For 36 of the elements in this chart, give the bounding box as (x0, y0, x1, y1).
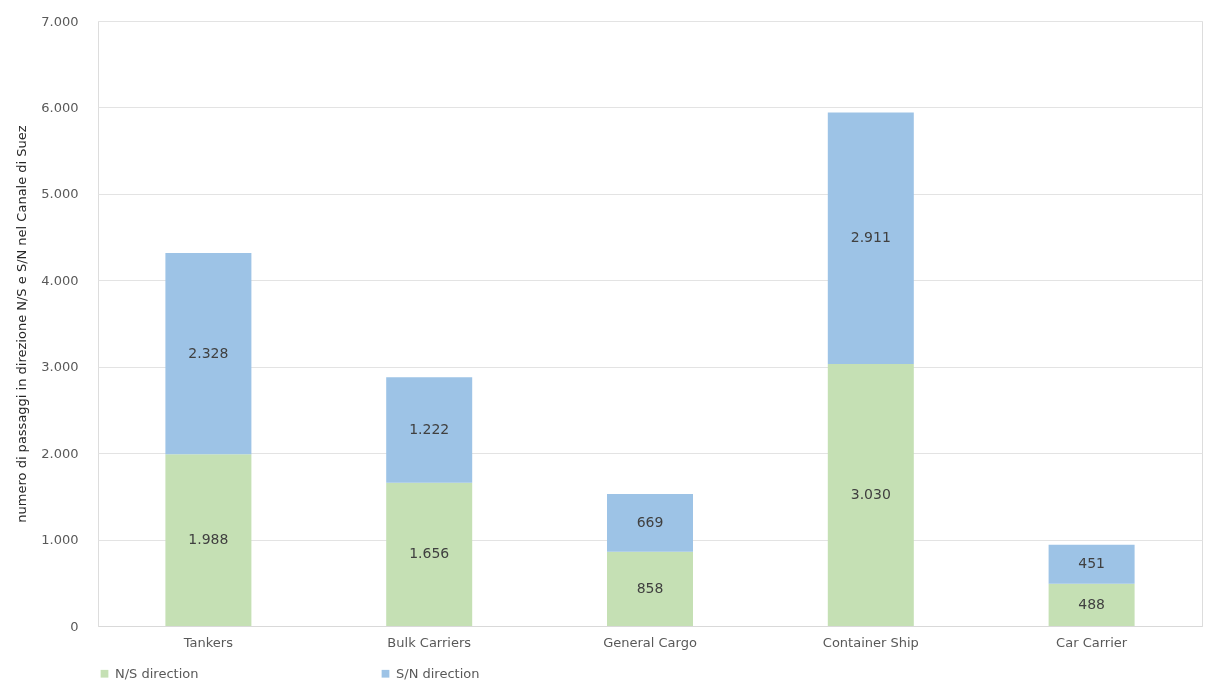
data-label: 1.988 (188, 531, 229, 548)
x-tick-label: Tankers (182, 634, 234, 650)
data-label: 3.030 (850, 486, 891, 503)
bar (607, 494, 693, 552)
y-tick-label: 2.000 (41, 445, 79, 461)
y-tick-label: 3.000 (41, 359, 79, 375)
bar (827, 364, 914, 626)
y-tick-label: 4.000 (41, 272, 79, 288)
y-tick-label: 5.000 (41, 186, 79, 202)
bar (607, 551, 693, 626)
bar (165, 454, 252, 626)
legend-label: N/S direction (115, 665, 199, 681)
x-tick-label: Container Ship (822, 634, 919, 650)
legend-label: S/N direction (396, 665, 480, 681)
bar (165, 252, 252, 455)
y-tick-label: 7.000 (41, 13, 79, 29)
data-label: 2.328 (188, 344, 229, 361)
y-axis-title: numero di passaggi in direzione N/S e S/N nel Canale di Suez (14, 125, 30, 523)
data-label: 451 (1078, 555, 1105, 572)
data-label: 1.222 (409, 421, 450, 438)
data-label: 858 (636, 579, 664, 596)
y-tick-label: 6.000 (41, 99, 79, 115)
data-label: 1.656 (409, 545, 450, 562)
x-tick-label: Car Carrier (1056, 634, 1128, 650)
y-tick-label: 1.000 (41, 532, 79, 548)
data-label: 669 (636, 513, 664, 530)
bar (827, 112, 914, 365)
x-tick-label: Bulk Carriers (387, 634, 472, 650)
x-tick-label: General Cargo (603, 634, 697, 650)
bar (1048, 544, 1135, 584)
data-label: 488 (1078, 595, 1105, 612)
bar (386, 377, 473, 483)
y-tick-label: 0 (70, 618, 79, 634)
bar (1048, 583, 1135, 626)
data-label: 2.911 (850, 229, 891, 246)
bar (386, 482, 473, 626)
